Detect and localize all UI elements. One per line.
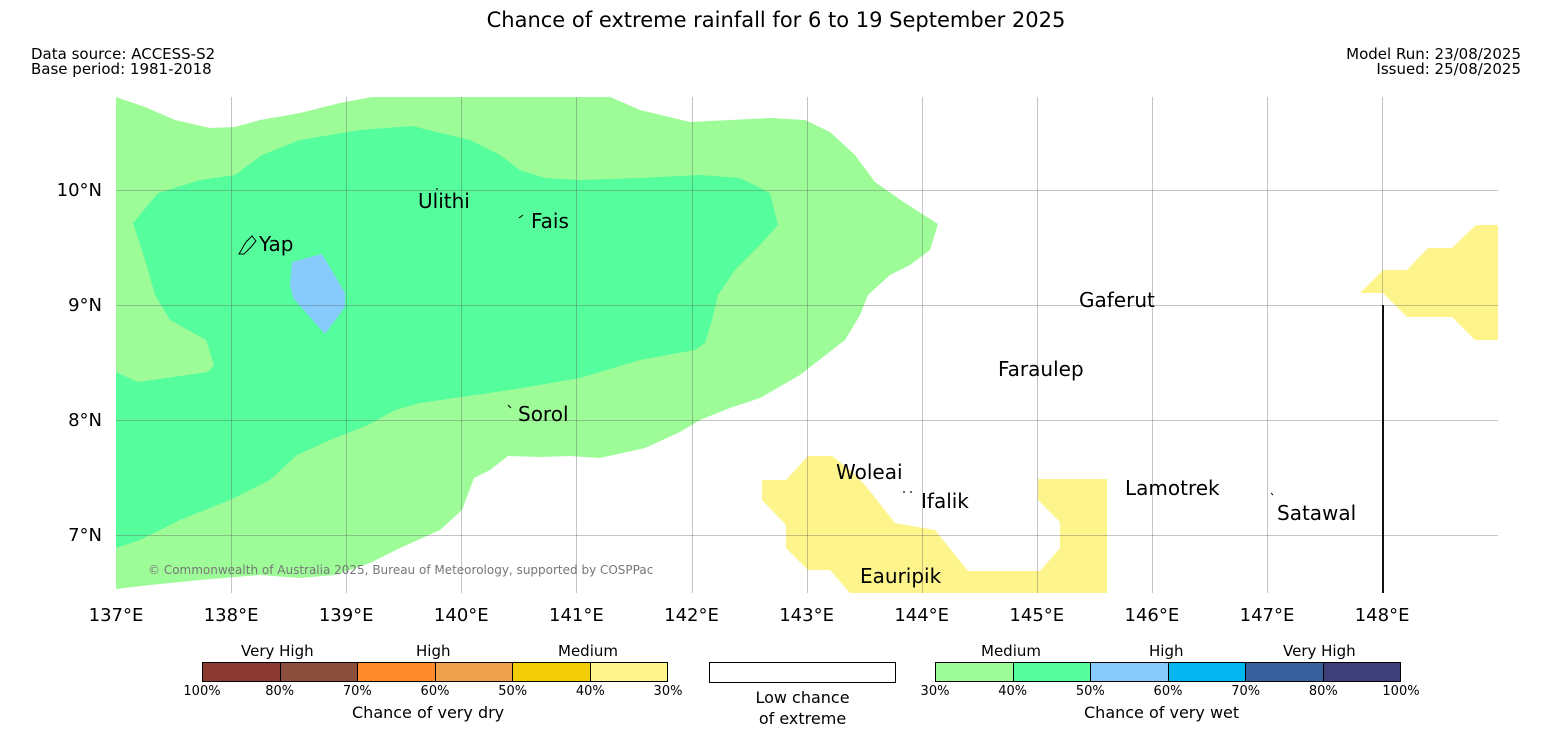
wet-tick-label: 60% [1153,684,1183,699]
place-label-eauripik: Eauripik [860,564,942,588]
wet-tick-label: 70% [1231,684,1261,699]
lon-tick-label: 144°E [894,605,949,626]
place-label-satawal: Satawal [1277,501,1356,525]
wet-colorbar-segment [1246,663,1324,681]
lon-tick-label: 143°E [779,605,834,626]
place-label-sorol: Sorol [518,402,569,426]
wet-tick-label: 40% [998,684,1028,699]
satawal-island-shape [1270,492,1274,496]
wet-group-high: High [1149,642,1184,660]
place-label-ifalik: Ifalik [921,489,969,513]
wet-tick-label: 80% [1308,684,1338,699]
place-label-gaferut: Gaferut [1079,288,1155,312]
wet-tick-label: 30% [920,684,950,699]
wet-group-medium: Medium [981,642,1041,660]
lon-tick-label: 141°E [549,605,604,626]
base-period: Base period: 1981-2018 [31,60,212,78]
map-title: Chance of extreme rainfall for 6 to 19 S… [486,8,1066,32]
place-label-yap: Yap [258,232,293,256]
dry-tick-label: 50% [498,684,528,699]
dry-tick-label: 80% [265,684,295,699]
place-label-fais: Fais [531,209,569,233]
dry-tick-label: 30% [653,684,683,699]
data-source: Data source: ACCESS-S2 [31,45,216,63]
dry-group-high: High [416,642,451,660]
wet-legend-title: Chance of very wet [1084,703,1240,722]
wet-colorbar-segment [1013,663,1091,681]
place-label-faraulep: Faraulep [998,357,1084,381]
wet-tick-label: 50% [1075,684,1105,699]
dry-group-medium: Medium [558,642,618,660]
map-graticule [116,97,1498,593]
lon-tick-label: 145°E [1009,605,1064,626]
lon-tick-label: 138°E [204,605,259,626]
issued-date: Issued: 25/08/2025 [1376,60,1521,78]
lat-tick-label: 9°N [68,295,102,316]
ifalik-island-dot [903,491,905,493]
dry-colorbar-segment [280,663,358,681]
wet-colorbar-segment [936,663,1014,681]
lat-tick-label: 10°N [57,180,102,201]
rainfall-map: Yap Ulithi Fais Sorol Gaferut Faraulep W… [57,97,1498,626]
sorol-island-shape [507,404,512,409]
dry-tick-label: 100% [183,684,221,699]
neutral-label-line1: Low chance [755,688,850,707]
wet-tick-label: 100% [1382,684,1420,699]
dry-legend-title: Chance of very dry [352,703,505,722]
neutral-swatch [709,662,896,683]
model-run: Model Run: 23/08/2025 [1346,45,1521,63]
place-label-lamotrek: Lamotrek [1125,476,1220,500]
lon-tick-label: 146°E [1125,605,1180,626]
neutral-label-line2: of extreme [758,709,847,728]
dry-colorbar-segment [358,663,436,681]
dry-medium-30-region-east [1360,225,1498,340]
lon-tick-label: 137°E [89,605,144,626]
lat-tick-label: 8°N [68,410,102,431]
wet-colorbar [935,662,1401,682]
fais-island-shape [518,214,524,219]
ulithi-island-dot [436,188,438,190]
dry-tick-label: 60% [420,684,450,699]
lon-tick-label: 139°E [319,605,374,626]
wet-medium-40-region [116,126,778,548]
dry-colorbar-segment [435,663,513,681]
place-label-woleai: Woleai [836,460,903,484]
dry-colorbar [202,662,668,682]
lon-tick-label: 142°E [664,605,719,626]
wet-group-very-high: Very High [1283,642,1356,660]
lat-tick-label: 7°N [68,525,102,546]
wet-colorbar-segment [1323,663,1400,681]
dry-tick-label: 40% [575,684,605,699]
place-label-ulithi: Ulithi [418,189,470,213]
lon-tick-label: 140°E [434,605,489,626]
dry-colorbar-segment [203,663,281,681]
lon-tick-label: 148°E [1355,605,1410,626]
wet-high-50-region [290,254,345,334]
lon-tick-label: 147°E [1240,605,1295,626]
dry-colorbar-segment [590,663,667,681]
dry-group-very-high: Very High [241,642,314,660]
dry-tick-label: 70% [342,684,372,699]
copyright-notice: © Commonwealth of Australia 2025, Bureau… [148,563,653,577]
yap-island-shape [238,235,257,255]
wet-colorbar-segment [1091,663,1169,681]
dry-medium-30-region-south [762,456,1107,593]
wet-colorbar-segment [1168,663,1246,681]
ifalik-island-dot-2 [910,491,912,493]
dry-colorbar-segment [513,663,591,681]
